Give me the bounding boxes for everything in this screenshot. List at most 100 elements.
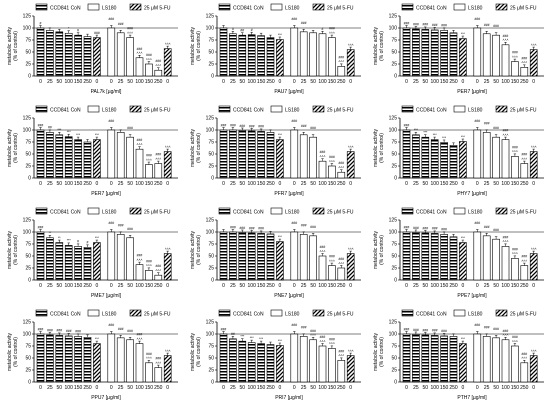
legend: CCD841 CoN LS180 25 μM 5-FU [401,207,537,216]
significance-mark: ˄˄˄ [137,258,143,262]
y-axis-label: metabolic activity [7,26,13,65]
legend: CCD841 CoN LS180 25 μM 5-FU [401,309,537,318]
y-axis-label: (% of control) [196,235,202,265]
x-tick-label: 50 [423,181,429,187]
significance-mark: ### [291,323,297,327]
y-tick-label: 75 [208,140,214,146]
significance-mark: ### [221,123,227,127]
x-tick-label: 25 [413,385,419,391]
legend-label: 25 μM 5-FU [327,210,354,216]
x-tick-label: 0 [110,385,113,391]
legend-item: 25 μM 5-FU [312,3,354,12]
x-axis-label: PPE7 [µg/ml] [457,293,487,299]
significance-mark: *** [76,133,81,137]
significance-mark: *** [433,133,438,137]
x-tick-label: 0 [532,181,535,187]
significance-mark: ### [422,23,428,27]
y-tick-label: 125 [389,116,398,122]
x-tick-label: 25 [118,283,124,289]
x-tick-label: 25 [230,181,236,187]
y-tick-label: 75 [391,242,397,248]
significance-mark: ### [38,327,44,331]
y-tick-label: 125 [206,320,215,326]
legend-swatch [87,105,100,113]
significance-mark: ### [118,223,124,227]
bar [346,151,355,179]
bar [290,231,299,281]
x-tick-label: 0 [222,181,225,187]
x-tick-label: 100 [248,385,257,391]
legend-item: 25 μM 5-FU [129,105,171,114]
bar [93,343,101,383]
x-ticks: 0 25 50 100 150 250 0 0 25 50 100 150 250 0 [39,385,169,391]
significance-mark: ˄˄˄ [329,31,335,35]
x-tick-label: 0 [462,283,465,289]
legend-item: CCD841 CoN [35,105,81,114]
significance-mark: ### [413,22,419,26]
significance-mark: *** [278,133,283,137]
significance-mark: *** [95,133,100,137]
x-tick-label: 250 [266,283,275,289]
x-tick-label: 25 [484,181,490,187]
legend: CCD841 CoN LS180 25 μM 5-FU [35,3,171,12]
bar [46,132,54,179]
significance-mark: ### [338,349,344,353]
x-tick-label: 150 [328,385,337,391]
chart-panel: CCD841 CoN LS180 25 μM 5-FU 0 25 50 75 100 125 me… [366,206,549,313]
x-tick-label: 100 [135,79,144,85]
y-tick-label: 125 [23,116,32,122]
y-axis-label: (% of control) [13,337,19,367]
significance-mark: ˄˄˄ [155,269,161,273]
significance-mark: ### [432,329,438,333]
bar [529,355,538,383]
bar [36,129,45,179]
bar [238,340,247,383]
bar [309,235,317,281]
significance-mark: ### [118,327,124,331]
significance-mark: ### [413,328,419,332]
y-axis-label: metabolic activity [7,128,13,167]
x-ticks: 0 25 50 100 150 250 0 0 25 50 100 150 250 0 [222,283,352,289]
x-tick-label: 250 [449,283,458,289]
bar [107,129,116,179]
x-tick-label: 0 [222,283,225,289]
significance-mark: # [322,27,324,31]
legend-swatch [312,207,325,215]
x-tick-label: 0 [96,79,99,85]
bar [511,258,519,281]
bar [266,37,275,77]
bar [276,345,284,383]
legend-label: 25 μM 5-FU [144,6,171,12]
significance-mark: ˄˄˄ [531,349,537,353]
bar [93,242,101,281]
legend: CCD841 CoN LS180 25 μM 5-FU [218,105,354,114]
significance-mark: ### [413,226,419,230]
legend-swatch [218,207,231,215]
legend-item: LS180 [270,309,300,318]
legend-label: LS180 [102,6,117,12]
bar [107,27,116,77]
significance-mark: ˄˄˄ [348,145,354,149]
legend-label: 25 μM 5-FU [510,210,537,216]
x-axis-label: PER7 [µg/ml] [457,89,487,95]
bar [276,241,284,281]
bar [309,136,317,179]
bars: # ## #***####### ###˄˄˄###˄˄˄˄˄˄ [219,17,355,77]
x-tick-label: 25 [230,283,236,289]
legend-swatch [270,105,283,113]
y-tick-label: 25 [25,368,31,374]
x-axis-label: PTH7 [µg/ml] [457,395,487,401]
y-axis-label: (% of control) [13,235,19,265]
x-tick-label: 0 [349,181,352,187]
bar [482,132,491,179]
legend-label: CCD841 CoN [50,108,81,114]
legend-label: 25 μM 5-FU [510,108,537,114]
x-tick-label: 25 [484,283,490,289]
x-tick-label: 50 [310,181,316,187]
legend-item: LS180 [270,105,300,114]
bar [64,335,73,383]
bar [257,131,265,179]
bar-chart: CCD841 CoN LS180 25 μM 5-FU0255075100125me… [7,207,178,299]
bar [473,231,482,281]
bar-chart: CCD841 CoN LS180 25 μM 5-FU0255075100125me… [373,207,544,299]
